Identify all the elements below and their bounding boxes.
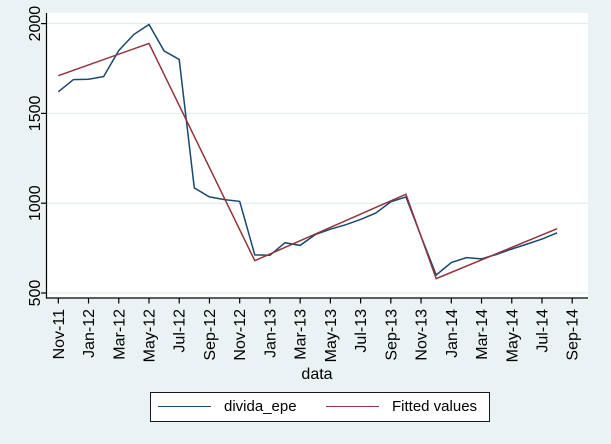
x-tick-label: Nov-13: [414, 309, 431, 361]
x-tick-label: Sep-12: [202, 309, 219, 361]
x-tick-label: Jan-14: [444, 309, 461, 358]
divida-epe-line-swatch: [158, 406, 211, 407]
x-tick-label: Jan-13: [262, 309, 279, 358]
x-tick-label: Mar-12: [111, 309, 128, 360]
x-tick-label: Sep-14: [565, 309, 582, 361]
y-tick-label: 2000: [27, 6, 44, 42]
x-tick-label: Jul-14: [534, 309, 551, 353]
x-tick-label: Jul-12: [172, 309, 189, 353]
x-tick-label: Mar-13: [293, 309, 310, 360]
x-tick-label: Sep-13: [383, 309, 400, 361]
x-tick-label: May-13: [323, 309, 340, 362]
legend-label-fitted-values: Fitted values: [392, 398, 478, 415]
x-tick-label: Jul-13: [353, 309, 370, 353]
fitted-values-line: [58, 42, 558, 280]
y-tick-label: 1000: [27, 185, 44, 221]
legend: divida_epe Fitted values: [150, 392, 490, 422]
y-tick-label: 1500: [27, 96, 44, 132]
x-tick-label: Mar-14: [474, 309, 491, 360]
x-tick-label: May-14: [504, 309, 521, 362]
plot-background: [46, 13, 588, 298]
x-axis-title: data: [301, 366, 333, 383]
legend-label-divida-epe: divida_epe: [224, 398, 297, 415]
divida-epe-line: [57, 23, 558, 277]
x-tick-label: May-12: [141, 309, 158, 362]
x-tick-label: Nov-11: [51, 309, 68, 359]
fitted-values-line-swatch: [326, 406, 379, 407]
y-tick-label: 500: [27, 280, 44, 307]
x-tick-label: Jan-12: [81, 309, 98, 358]
x-tick-label: Nov-12: [232, 309, 249, 361]
